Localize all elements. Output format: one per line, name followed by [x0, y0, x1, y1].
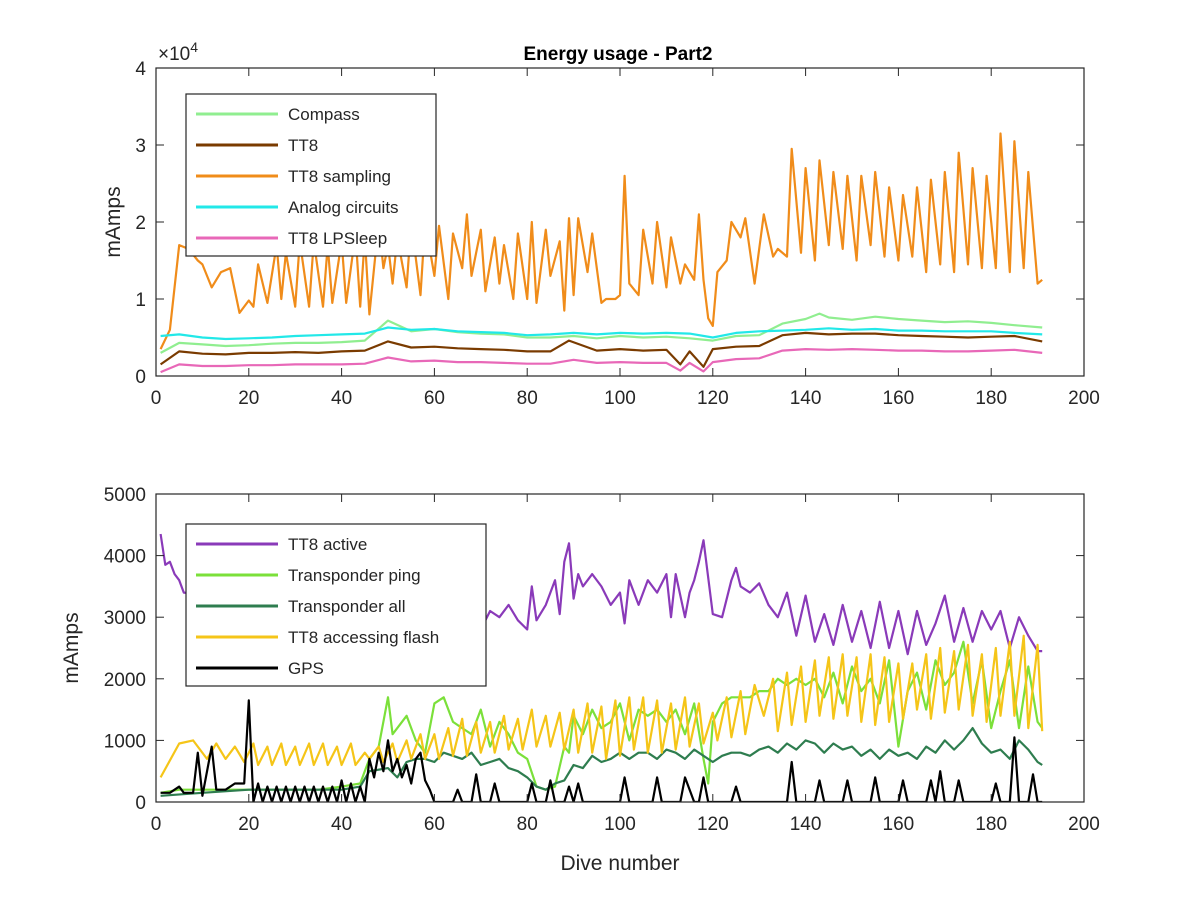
x-tick-label: 100 [604, 388, 636, 409]
y-tick-label: 3 [135, 136, 146, 157]
y-axis-label: mAmps [60, 612, 83, 683]
legend-entry: Compass [288, 105, 360, 124]
y-tick-label: 4 [135, 59, 146, 80]
y-tick-label: 1000 [104, 731, 146, 752]
legend: TT8 active Transponder ping Transponder al… [185, 523, 487, 687]
series-line-tt8-accessing-flash [159, 634, 1044, 778]
y-tick-label: 2 [135, 213, 146, 234]
series-line-analog-circuits [160, 326, 1043, 341]
y-tick-label: 0 [135, 367, 146, 388]
x-axis-label: Dive number [560, 852, 679, 875]
x-tick-label: 200 [1068, 814, 1100, 835]
series-line-gps [160, 699, 1043, 802]
legend-entry: Analog circuits [288, 198, 399, 217]
x-tick-label: 100 [604, 814, 636, 835]
y-tick-label: 1 [135, 290, 146, 311]
x-tick-label: 160 [883, 388, 915, 409]
legend-entry: TT8 [288, 136, 318, 155]
x-tick-label: 20 [238, 814, 259, 835]
x-tick-label: 40 [331, 814, 352, 835]
series-lines [159, 533, 1044, 802]
series-line-tt8 [159, 331, 1043, 368]
series-lines [159, 132, 1043, 374]
legend-entry: GPS [288, 659, 324, 678]
series-line-transponder-all [160, 726, 1043, 797]
x-tick-label: 120 [697, 388, 729, 409]
legend: Compass TT8 TT8 sampling Analog circuits TT8… [185, 93, 437, 257]
x-tick-label: 40 [331, 388, 352, 409]
x-tick-label: 180 [975, 814, 1007, 835]
x-tick-label: 20 [238, 388, 259, 409]
x-tick-label: 80 [517, 388, 538, 409]
legend-entry: TT8 LPSleep [288, 229, 387, 248]
y-exponent-power: 4 [190, 39, 198, 55]
y-tick-label: 0 [135, 793, 146, 814]
legend-entry: TT8 sampling [288, 167, 391, 186]
x-tick-label: 0 [151, 388, 162, 409]
x-tick-label: 140 [790, 814, 822, 835]
x-tick-label: 140 [790, 388, 822, 409]
legend-entry: Transponder ping [288, 566, 421, 585]
x-tick-label: 120 [697, 814, 729, 835]
legend-entry: Transponder all [288, 597, 406, 616]
x-tick-label: 0 [151, 814, 162, 835]
y-exponent-label: ×104 [158, 39, 198, 65]
x-tick-label: 60 [424, 814, 445, 835]
legend-entry: TT8 active [288, 535, 367, 554]
x-tick-label: 180 [975, 388, 1007, 409]
chart-title: Energy usage - Part2 [523, 44, 712, 65]
series-line-tt8-lpsleep [160, 348, 1043, 374]
y-tick-label: 2000 [104, 670, 146, 691]
y-tick-label: 5000 [104, 485, 146, 506]
y-tick-label: 3000 [104, 608, 146, 629]
x-tick-label: 200 [1068, 388, 1100, 409]
series-line-compass [160, 312, 1043, 354]
x-tick-label: 80 [517, 814, 538, 835]
y-axis-label: mAmps [102, 186, 125, 257]
bottom-panel: 0 20 40 60 80 100 120 140 160 180 2000100020003000… [60, 485, 1100, 875]
y-exponent-base: ×10 [158, 44, 190, 65]
top-panel: 0 20 40 60 80 100 120 140 160 180 20001234×104mAmp… [102, 39, 1100, 409]
series-line-tt8-active [159, 533, 1043, 656]
y-tick-label: 4000 [104, 547, 146, 568]
x-tick-label: 60 [424, 388, 445, 409]
series-line-tt8-sampling [159, 132, 1043, 350]
x-tick-label: 160 [883, 814, 915, 835]
legend-entry: TT8 accessing flash [288, 628, 439, 647]
